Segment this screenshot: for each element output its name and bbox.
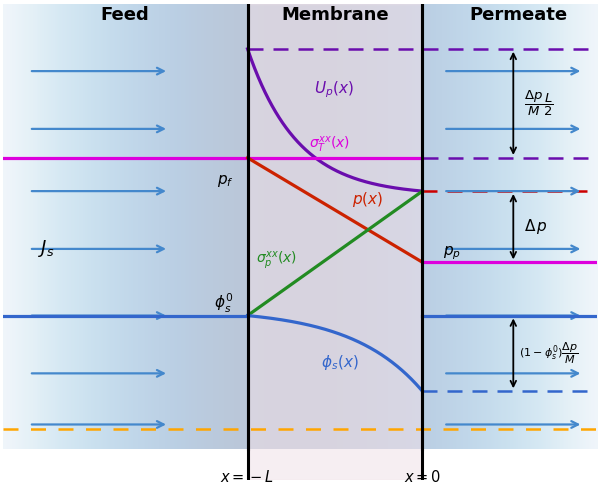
Text: $p_f$: $p_f$ — [217, 173, 233, 190]
Bar — [248, 4, 422, 480]
Text: $J_s$: $J_s$ — [38, 239, 55, 259]
Text: $p(x)$: $p(x)$ — [352, 191, 384, 209]
Text: $p_p$: $p_p$ — [443, 245, 461, 262]
Text: $(1-\phi_s^0)\dfrac{\Delta p}{M}$: $(1-\phi_s^0)\dfrac{\Delta p}{M}$ — [518, 341, 578, 366]
Text: $x=-L$: $x=-L$ — [220, 469, 275, 485]
Text: $\phi_s^0$: $\phi_s^0$ — [214, 292, 233, 316]
Text: $U_p(x)$: $U_p(x)$ — [314, 79, 354, 100]
Text: Membrane: Membrane — [281, 6, 389, 24]
Text: $\Delta\,p$: $\Delta\,p$ — [524, 217, 548, 236]
Text: Permeate: Permeate — [469, 6, 568, 24]
Text: $x=0$: $x=0$ — [404, 469, 441, 485]
Text: $\sigma_T^{xx}(x)$: $\sigma_T^{xx}(x)$ — [309, 135, 350, 155]
Text: $\sigma_p^{xx}(x)$: $\sigma_p^{xx}(x)$ — [256, 249, 298, 270]
Text: Feed: Feed — [101, 6, 149, 24]
Text: $\phi_s(x)$: $\phi_s(x)$ — [321, 353, 359, 372]
Text: $\dfrac{\Delta p}{M}\dfrac{L}{2}$: $\dfrac{\Delta p}{M}\dfrac{L}{2}$ — [524, 89, 553, 118]
